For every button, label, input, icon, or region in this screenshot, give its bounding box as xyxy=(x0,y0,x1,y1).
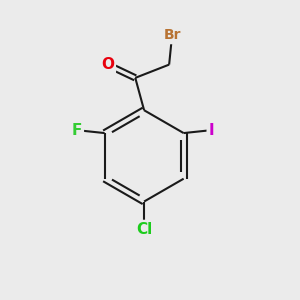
Text: Br: Br xyxy=(163,28,181,42)
Text: F: F xyxy=(71,123,82,138)
Text: Cl: Cl xyxy=(136,222,152,237)
Text: I: I xyxy=(209,123,214,138)
Text: O: O xyxy=(101,57,114,72)
